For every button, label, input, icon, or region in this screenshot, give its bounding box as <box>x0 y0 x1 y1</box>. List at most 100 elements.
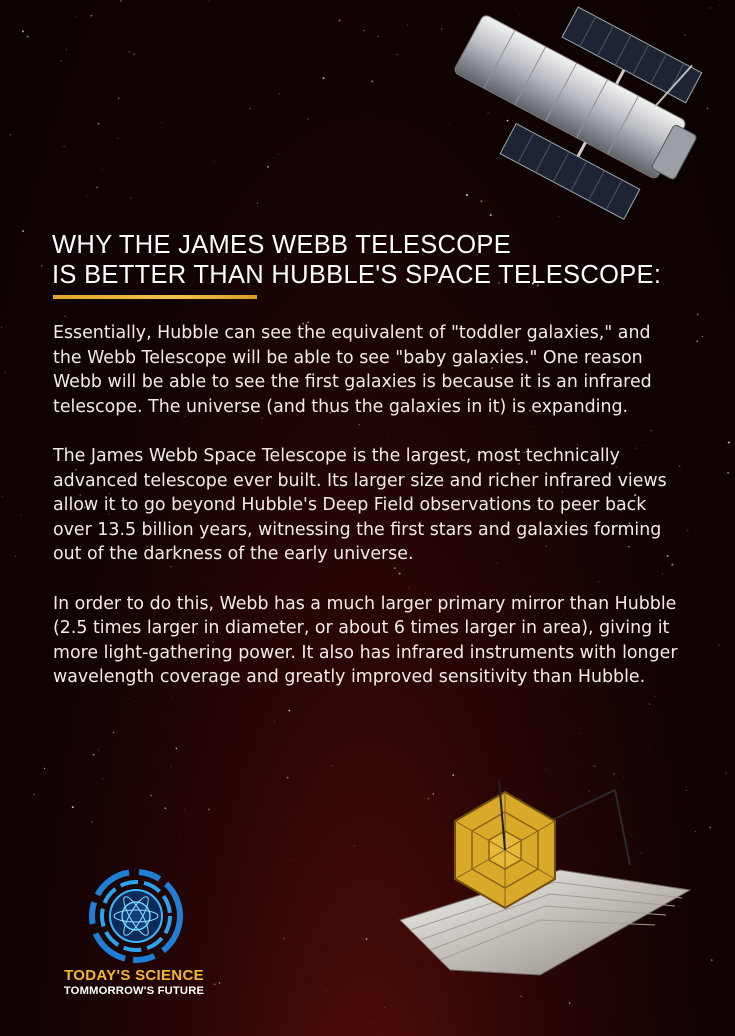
star-dot <box>170 766 172 768</box>
star-dot <box>266 636 267 638</box>
star-dot <box>252 600 254 602</box>
star-dot <box>371 80 374 83</box>
star-dot <box>146 546 148 548</box>
star-dot <box>331 765 333 766</box>
star-dot <box>97 749 100 751</box>
star-dot <box>290 859 291 861</box>
star-dot <box>491 367 493 369</box>
star-dot <box>183 415 185 418</box>
star-dot <box>568 1002 571 1004</box>
star-dot <box>14 555 17 558</box>
star-dot <box>288 709 291 712</box>
star-dot <box>10 134 12 136</box>
star-dot <box>128 50 131 53</box>
star-dot <box>557 675 559 677</box>
star-dot <box>286 776 289 779</box>
star-dot <box>671 563 674 566</box>
star-dot <box>134 869 136 871</box>
star-dot <box>497 281 500 284</box>
star-dot <box>204 356 206 358</box>
logo-tagline-2: TOMMORROW'S FUTURE <box>63 985 205 997</box>
star-dot <box>706 107 709 110</box>
star-dot <box>21 30 24 33</box>
star-dot <box>116 137 119 140</box>
star-dot <box>273 720 275 722</box>
star-dot <box>168 233 170 235</box>
star-dot <box>648 703 651 706</box>
star-dot <box>213 983 216 986</box>
star-dot <box>615 466 617 468</box>
star-dot <box>360 580 361 582</box>
star-dot <box>545 136 547 138</box>
star-dot <box>719 5 720 6</box>
star-dot <box>432 793 435 795</box>
star-dot <box>90 14 93 17</box>
star-dot <box>65 48 67 50</box>
star-dot <box>561 491 563 493</box>
star-dot <box>121 153 123 155</box>
star-dot <box>214 161 215 162</box>
star-dot <box>277 153 279 155</box>
star-dot <box>1 496 3 498</box>
star-dot <box>64 315 66 317</box>
star-dot <box>528 409 531 412</box>
star-dot <box>469 277 471 279</box>
star-dot <box>56 623 59 626</box>
star-dot <box>212 641 214 643</box>
star-dot <box>188 641 190 643</box>
star-dot <box>545 545 547 547</box>
star-dot <box>326 989 327 991</box>
star-dot <box>727 682 729 683</box>
star-dot <box>106 1007 108 1008</box>
star-dot <box>170 566 172 568</box>
star-dot <box>153 254 155 256</box>
star-dot <box>133 52 136 55</box>
star-dot <box>536 284 539 287</box>
star-dot <box>445 683 447 685</box>
star-dot <box>354 9 355 11</box>
star-dot <box>645 445 647 446</box>
star-dot <box>283 937 285 940</box>
star-dot <box>345 554 348 556</box>
star-dot <box>580 732 582 734</box>
star-dot <box>634 494 637 497</box>
star-dot <box>724 772 727 775</box>
star-dot <box>51 229 53 231</box>
star-dot <box>90 820 94 823</box>
star-dot <box>227 637 228 638</box>
star-dot <box>149 642 151 643</box>
star-dot <box>396 53 398 56</box>
star-dot <box>694 830 696 833</box>
star-dot <box>398 572 401 575</box>
star-dot <box>258 332 260 333</box>
star-dot <box>598 581 600 583</box>
star-dot <box>138 671 140 673</box>
star-dot <box>510 361 513 364</box>
star-dot <box>493 290 495 292</box>
star-dot <box>104 251 106 253</box>
star-dot <box>76 16 78 17</box>
star-dot <box>487 111 490 114</box>
star-dot <box>650 429 652 432</box>
star-dot <box>523 651 525 653</box>
star-dot <box>506 119 509 122</box>
star-dot <box>184 808 186 810</box>
star-dot <box>534 425 535 427</box>
star-dot <box>368 655 369 656</box>
star-dot <box>480 200 483 203</box>
star-dot <box>284 258 286 260</box>
star-dot <box>92 753 95 756</box>
star-dot <box>251 406 254 409</box>
star-dot <box>164 807 167 810</box>
star-dot <box>362 29 365 32</box>
star-dot <box>710 959 713 962</box>
star-dot <box>4 371 6 374</box>
star-dot <box>609 518 611 519</box>
star-dot <box>0 326 2 328</box>
star-dot <box>628 546 630 548</box>
star-dot <box>652 356 654 358</box>
star-dot <box>691 155 693 157</box>
star-dot <box>108 513 110 515</box>
star-dot <box>338 896 339 898</box>
star-dot <box>22 230 25 233</box>
